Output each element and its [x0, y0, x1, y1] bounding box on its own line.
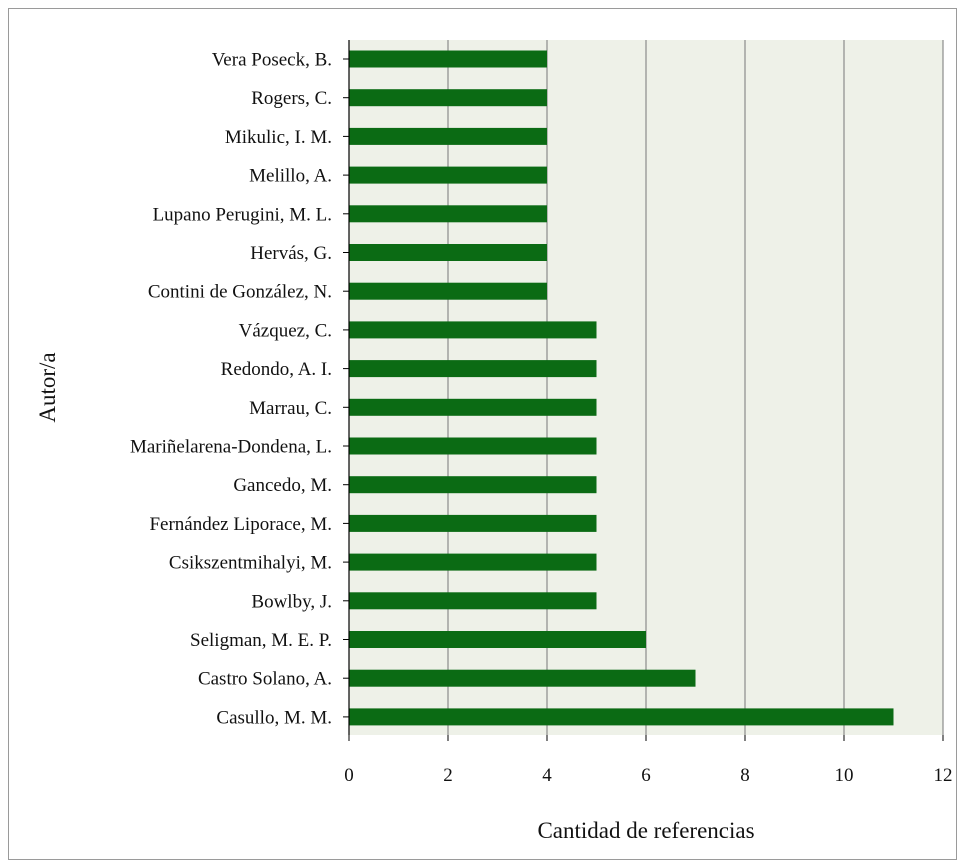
category-label: Contini de González, N.	[148, 282, 332, 303]
category-label: Mikulic, I. M.	[225, 127, 332, 148]
tick-labels: 0 2 4 6 8 10 12	[344, 765, 952, 786]
x-tick-label: 10	[835, 765, 854, 786]
bar	[349, 553, 597, 571]
category-label: Fernández Liporace, M.	[149, 514, 332, 535]
bar	[349, 321, 597, 339]
bar	[349, 437, 597, 455]
bar	[349, 398, 597, 416]
gridlines	[447, 40, 944, 735]
bar	[349, 244, 547, 261]
x-tick-label: 6	[641, 765, 651, 786]
y-axis-title: Autor/a	[35, 352, 60, 422]
bar	[349, 127, 547, 145]
category-label: Csikszentmihalyi, M.	[169, 553, 332, 574]
category-label: Castro Solano, A.	[198, 669, 332, 690]
x-tick-label: 0	[344, 765, 354, 786]
category-label: Redondo, A. I.	[221, 359, 332, 380]
x-tick-label: 8	[740, 765, 750, 786]
bar	[349, 89, 547, 107]
bar	[349, 476, 597, 494]
category-label: Vera Poseck, B.	[212, 50, 332, 71]
category-label: Vázquez, C.	[239, 320, 332, 341]
category-label: Hervás, G.	[250, 243, 332, 264]
bar	[349, 205, 547, 223]
category-label: Marrau, C.	[249, 398, 332, 419]
bar	[349, 514, 597, 532]
category-label: Melillo, A.	[249, 166, 332, 187]
bar	[349, 166, 547, 184]
category-label: Bowlby, J.	[251, 591, 332, 612]
bar	[349, 669, 696, 687]
category-label: Lupano Perugini, M. L.	[153, 204, 332, 225]
axes	[343, 40, 944, 741]
category-label: Mariñelarena-Dondena, L.	[130, 437, 332, 458]
category-label: Casullo, M. M.	[216, 707, 332, 728]
bar	[349, 592, 597, 610]
x-tick-label: 2	[443, 765, 453, 786]
bar	[349, 282, 547, 300]
category-labels: Vera Poseck, B. Rogers, C. Mikulic, I. M. M…	[130, 50, 332, 729]
category-label: Rogers, C.	[251, 88, 332, 109]
bars	[349, 50, 894, 726]
bar	[349, 708, 894, 726]
bar	[349, 631, 646, 648]
x-tick-label: 4	[542, 765, 552, 786]
category-label: Seligman, M. E. P.	[190, 630, 332, 651]
category-label: Gancedo, M.	[233, 475, 332, 496]
x-tick-label: 12	[934, 765, 953, 786]
x-axis-title: Cantidad de referencias	[537, 818, 754, 843]
bar	[349, 360, 597, 378]
bar	[349, 50, 547, 68]
